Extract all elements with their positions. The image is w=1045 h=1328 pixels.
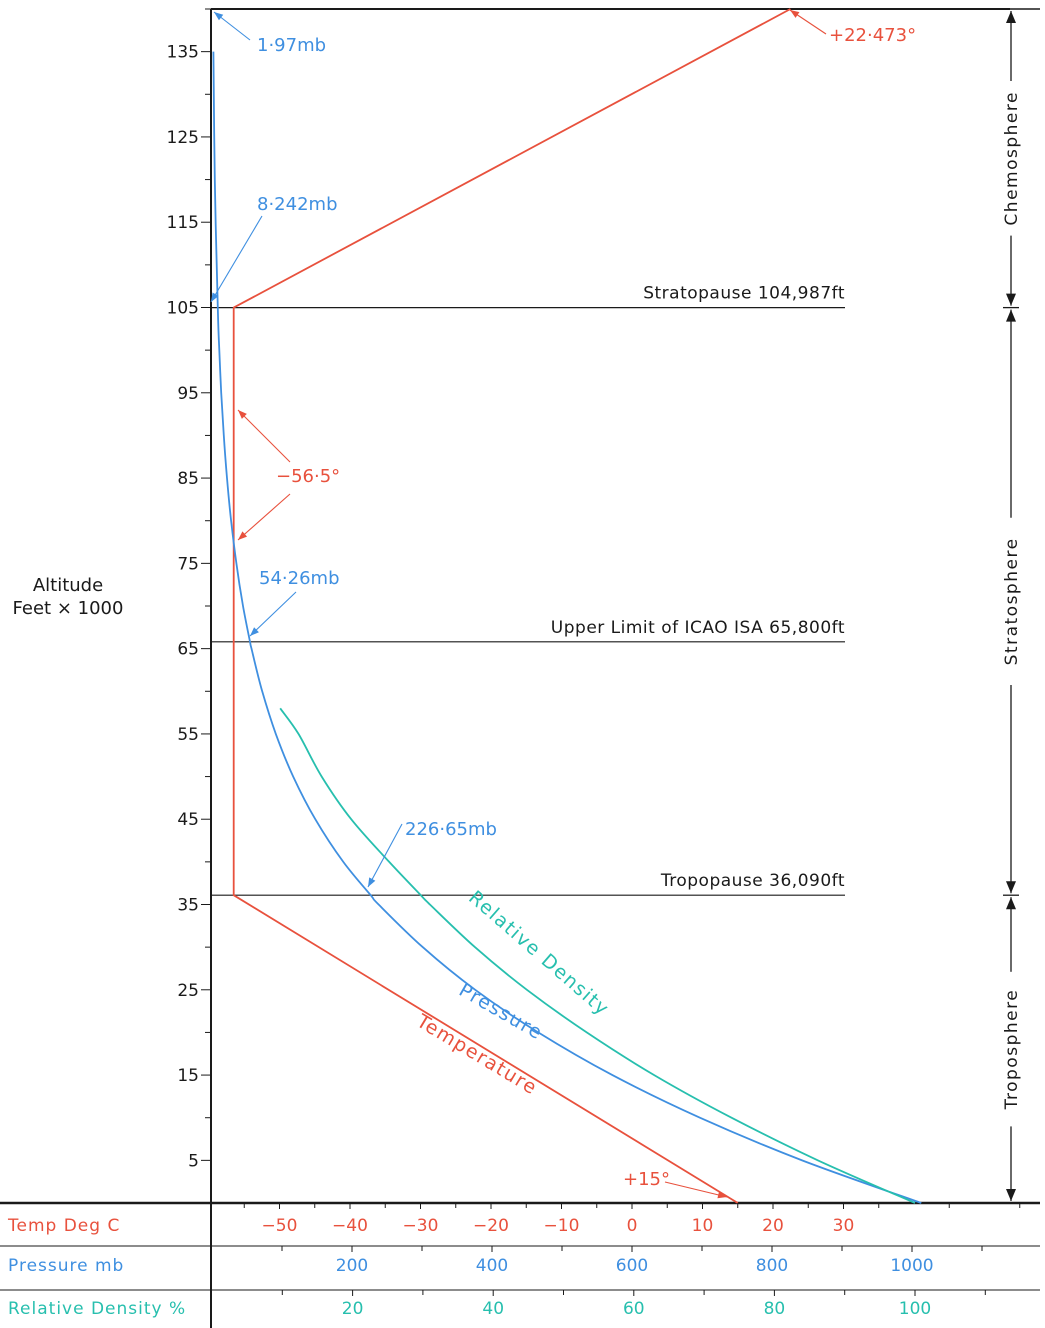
x-tick-label-temperature: −40 [332,1216,368,1236]
annotation-label: +15° [623,1169,670,1190]
axis-label-temperature: Temp Deg C [7,1216,120,1236]
annotation-label: −56·5° [276,466,340,487]
x-tick-label-temperature: 20 [762,1216,784,1236]
annotations: 1·97mb 8·242mb 54·26mb 226·65mb +22·473° −56·… [210,9,916,1199]
annotation-arrowhead [214,12,224,21]
annotation-label: 54·26mb [259,568,340,589]
x-tick-label-temperature: 30 [833,1216,855,1236]
annotation-leader [237,493,291,541]
layer-arrow-down [1006,1189,1016,1201]
y-tick-label: 5 [188,1151,199,1171]
layer-label: Troposphere [1002,989,1022,1111]
reference-lines: Stratopause 104,987ft Upper Limit of ICAO… [211,284,845,896]
annotation-label: 1·97mb [257,35,326,56]
y-tick-label: 135 [167,43,199,63]
x-tick-label-pressure: 600 [616,1256,648,1276]
y-tick-label: 95 [177,384,199,404]
atmosphere-layers: Chemosphere Stratosphere Troposphere [1002,8,1040,1204]
annotation-arrowhead [238,410,247,419]
layer-arrow-down [1006,881,1016,894]
y-tick-label: 85 [177,469,199,489]
x-tick-label-density: 60 [623,1299,645,1319]
x-tick-label-pressure: 400 [476,1256,508,1276]
reference-label: Upper Limit of ICAO ISA 65,800ft [551,618,845,638]
chart-frame [0,8,1040,1328]
layer-arrow-up [1006,11,1016,23]
annotation-label: +22·473° [829,25,916,46]
layer-label: Stratosphere [1002,537,1022,665]
bottom-scales: Temp Deg C −50 −40 −30 −20 −10 0 10 20 30 Pressure… [7,1203,1021,1319]
annotation-label: 226·65mb [405,819,497,840]
series-density-line [279,707,916,1204]
annotation-leader [249,591,297,637]
y-tick-label: 65 [177,640,199,660]
annotation-label: 8·242mb [257,194,338,215]
axis-label-density: Relative Density % [8,1299,186,1319]
layer-arrow-up [1006,897,1016,910]
x-tick-label-density: 80 [764,1299,786,1319]
axis-label-pressure: Pressure mb [8,1256,124,1276]
series-pressure-label: Pressure [455,979,547,1045]
x-tick-label-temperature: 10 [692,1216,714,1236]
annotation-arrowhead [790,10,800,18]
y-axis-ticks: 5 15 25 35 45 55 65 75 85 95 105 115 125 135 [167,8,211,1204]
x-tick-label-temperature: 0 [627,1216,638,1236]
y-tick-label: 125 [167,128,199,148]
x-tick-label-temperature: −20 [473,1216,509,1236]
y-tick-label: 15 [177,1066,199,1086]
y-tick-label: 115 [167,213,199,233]
annotation-arrowhead [238,531,248,540]
annotation-leader [664,1181,728,1198]
y-tick-label: 55 [177,725,199,745]
annotation-leader [367,823,403,888]
annotation-arrowhead [250,627,259,636]
x-tick-label-density: 100 [899,1299,931,1319]
x-tick-label-pressure: 200 [336,1256,368,1276]
x-tick-label-temperature: −30 [403,1216,439,1236]
reference-label: Tropopause 36,090ft [660,871,845,891]
layer-arrow-up [1006,309,1016,322]
y-axis-label-line1: Altitude [33,575,103,596]
annotation-arrowhead [717,1191,727,1199]
y-tick-label: 45 [177,810,199,830]
y-axis-label-line2: Feet × 1000 [13,598,124,619]
layer-arrow-down [1006,293,1016,306]
series-pressure-line [212,51,922,1204]
y-tick-label: 105 [167,299,199,319]
x-tick-label-pressure: 800 [756,1256,788,1276]
x-tick-label-temperature: −10 [544,1216,580,1236]
x-tick-label-pressure: 1000 [890,1256,933,1276]
x-tick-label-density: 20 [342,1299,364,1319]
layer-label: Chemosphere [1002,91,1022,226]
x-tick-label-density: 40 [482,1299,504,1319]
y-tick-label: 25 [177,981,199,1001]
y-tick-label: 35 [177,896,199,916]
x-tick-label-temperature: −50 [262,1216,298,1236]
annotation-leader [237,409,291,463]
y-tick-label: 75 [177,554,199,574]
reference-label: Stratopause 104,987ft [643,284,845,304]
annotation-arrowhead [211,292,219,302]
annotation-leader [210,215,263,303]
series-temperature-line [232,8,791,1204]
annotation-arrowhead [368,877,376,887]
